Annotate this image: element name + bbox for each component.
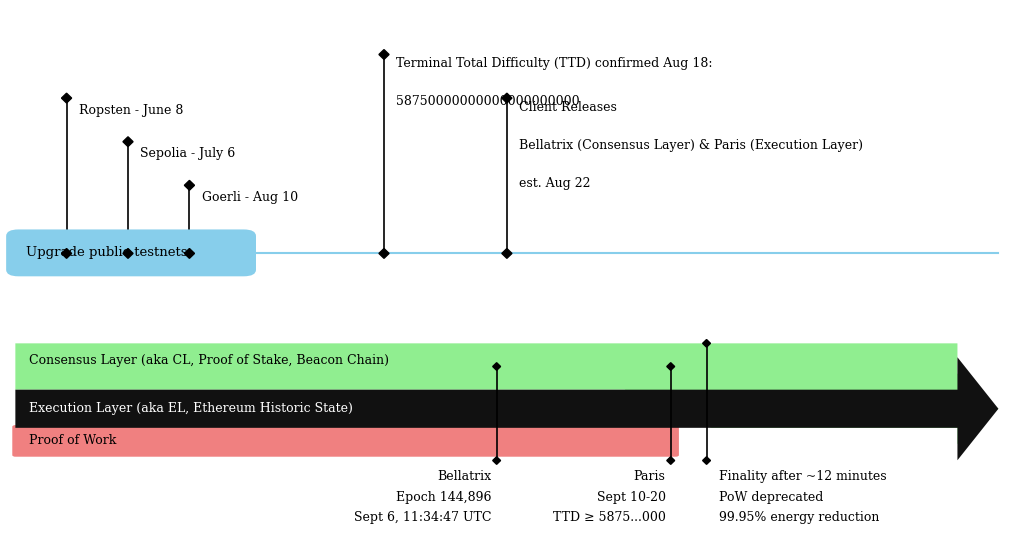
- Text: Consensus Layer (aka CL, Proof of Stake, Beacon Chain): Consensus Layer (aka CL, Proof of Stake,…: [29, 354, 389, 367]
- Polygon shape: [15, 343, 998, 444]
- Text: Ropsten - June 8: Ropsten - June 8: [79, 104, 183, 117]
- Polygon shape: [61, 93, 72, 103]
- Polygon shape: [61, 249, 72, 258]
- Text: 58750000000000000000000: 58750000000000000000000: [396, 95, 580, 108]
- FancyBboxPatch shape: [12, 425, 679, 457]
- Text: TTD ≥ 5875...000: TTD ≥ 5875...000: [553, 511, 666, 524]
- Text: 99.95% energy reduction: 99.95% energy reduction: [719, 511, 880, 524]
- Polygon shape: [184, 180, 195, 190]
- Polygon shape: [493, 363, 501, 371]
- Text: Client Releases: Client Releases: [519, 101, 617, 114]
- Polygon shape: [123, 249, 133, 258]
- Polygon shape: [493, 457, 501, 464]
- Text: Execution Layer (aka EL, Ethereum Historic State): Execution Layer (aka EL, Ethereum Histor…: [29, 402, 352, 415]
- Text: Sept 6, 11:34:47 UTC: Sept 6, 11:34:47 UTC: [354, 511, 492, 524]
- Text: PoW deprecated: PoW deprecated: [719, 490, 823, 504]
- Text: Sepolia - July 6: Sepolia - July 6: [140, 147, 236, 160]
- Text: Bellatrix: Bellatrix: [437, 470, 492, 483]
- Polygon shape: [123, 137, 133, 147]
- Polygon shape: [667, 363, 675, 371]
- Text: Paris: Paris: [634, 470, 666, 483]
- Polygon shape: [379, 249, 389, 258]
- Text: Sept 10-20: Sept 10-20: [597, 490, 666, 504]
- Text: Terminal Total Difficulty (TTD) confirmed Aug 18:: Terminal Total Difficulty (TTD) confirme…: [396, 57, 713, 70]
- Polygon shape: [502, 93, 512, 103]
- Polygon shape: [379, 50, 389, 59]
- Text: Proof of Work: Proof of Work: [29, 434, 116, 447]
- FancyBboxPatch shape: [6, 229, 256, 276]
- Polygon shape: [15, 358, 998, 460]
- Polygon shape: [184, 249, 195, 258]
- Text: Upgrade public testnets: Upgrade public testnets: [26, 246, 187, 259]
- Text: Finality after ~12 minutes: Finality after ~12 minutes: [719, 470, 887, 483]
- Text: Goerli - Aug 10: Goerli - Aug 10: [202, 191, 298, 204]
- Polygon shape: [702, 457, 711, 464]
- Polygon shape: [667, 457, 675, 464]
- Text: Epoch 144,896: Epoch 144,896: [396, 490, 492, 504]
- Polygon shape: [502, 249, 512, 258]
- Text: Bellatrix (Consensus Layer) & Paris (Execution Layer): Bellatrix (Consensus Layer) & Paris (Exe…: [519, 139, 863, 152]
- Polygon shape: [702, 340, 711, 347]
- Text: est. Aug 22: est. Aug 22: [519, 177, 591, 190]
